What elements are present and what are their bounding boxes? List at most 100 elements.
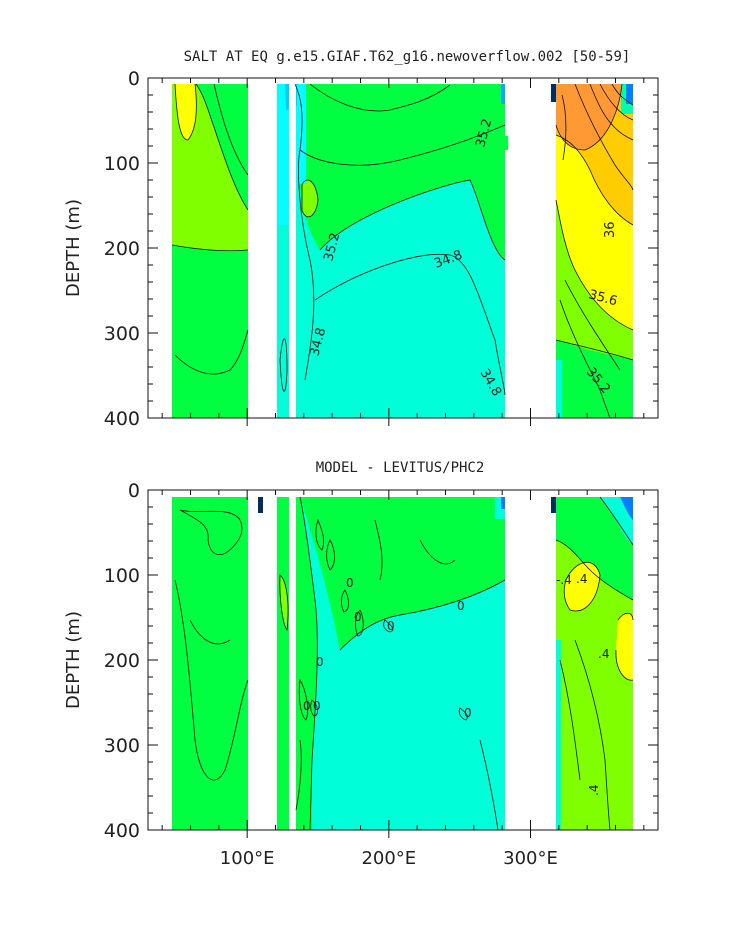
- contour-line: [294, 83, 315, 381]
- fill-region: [564, 562, 600, 611]
- y-tick-label: 0: [128, 480, 140, 502]
- contour-label: -.4: [556, 573, 572, 587]
- contour-label: .4: [576, 572, 587, 586]
- y-tick-label: 200: [104, 650, 140, 672]
- x-tick-label: 300°E: [503, 848, 558, 869]
- fill-region: [501, 84, 505, 104]
- chart-title: SALT AT EQ g.e15.GIAF.T62_g16.newoverflo…: [184, 49, 631, 65]
- contour-label: 0: [457, 599, 465, 613]
- contour-line: [174, 83, 197, 141]
- contour-line: [574, 83, 634, 191]
- fill-region: [172, 497, 248, 830]
- contour-line: [341, 589, 350, 613]
- contour-line: [383, 619, 394, 633]
- panel2-fill: [172, 497, 633, 830]
- contour-line: [617, 612, 634, 621]
- y-tick-label: 300: [104, 735, 140, 757]
- contour-line: [339, 579, 506, 651]
- contour-label: 36: [603, 221, 618, 238]
- contour-line: [171, 244, 249, 252]
- fill-region: [551, 84, 556, 102]
- contour-line: [355, 609, 364, 637]
- contour-line: [419, 539, 456, 565]
- contour-line: [299, 496, 318, 831]
- x-tick-label: 200°E: [361, 848, 416, 869]
- contour-line: [559, 659, 581, 781]
- y-axis-ticks: 0 100 200 300 400: [104, 68, 658, 430]
- contour-line: [314, 253, 506, 396]
- contour-label: 0: [346, 576, 354, 590]
- contour-line: [174, 329, 249, 375]
- contour-line: [611, 83, 634, 106]
- contour-line: [458, 707, 468, 721]
- fill-region: [295, 84, 505, 260]
- contour-line: [561, 94, 567, 161]
- contour-label: 35.6: [587, 287, 619, 309]
- contour-label: .4: [587, 785, 601, 796]
- y-axis-ticks: 0 100 200 300 400: [104, 480, 658, 842]
- fill-region: [495, 497, 505, 519]
- contour-line: [319, 179, 506, 261]
- contour-line: [279, 574, 289, 632]
- fill-region: [258, 497, 263, 513]
- contour-label: 0: [464, 706, 472, 720]
- panel1-contours: [171, 83, 634, 419]
- fill-region: [556, 360, 562, 418]
- contour-line: [559, 299, 611, 419]
- y-tick-label: 300: [104, 323, 140, 345]
- y-axis-label: DEPTH (m): [63, 199, 84, 297]
- contour-label: 35.2: [473, 117, 495, 149]
- contour-line: [301, 179, 319, 218]
- y-tick-label: 100: [104, 565, 140, 587]
- fill-region: [626, 84, 633, 104]
- contour-label: 0: [303, 699, 311, 713]
- contour-line: [298, 678, 308, 721]
- contour-line: [555, 83, 623, 151]
- y-tick-label: 0: [128, 68, 140, 90]
- fill-region: [556, 640, 561, 830]
- x-axis-ticks: 100°E 200°E 300°E: [161, 490, 645, 869]
- fill-region: [175, 84, 197, 140]
- contour-line: [189, 619, 231, 645]
- contour-line: [574, 639, 611, 831]
- fill-region: [551, 497, 556, 513]
- fill-region: [615, 613, 633, 681]
- contour-line: [589, 83, 634, 141]
- contour-label: 0: [313, 699, 321, 713]
- contour-line: [555, 134, 634, 226]
- y-tick-label: 400: [104, 408, 140, 430]
- contour-label: 0: [316, 655, 324, 669]
- y-tick-label: 200: [104, 238, 140, 260]
- contour-line: [309, 83, 451, 112]
- fill-region: [501, 497, 505, 509]
- contour-line: [310, 699, 318, 717]
- y-axis-label: DEPTH (m): [63, 611, 84, 709]
- gap: [289, 84, 296, 418]
- chart-title: MODEL - LEVITUS/PHC2: [316, 460, 485, 476]
- y-tick-label: 100: [104, 153, 140, 175]
- contour-line: [374, 519, 383, 581]
- contour-label: .4: [598, 647, 609, 661]
- fill-region: [620, 497, 633, 520]
- contour-label: 0: [387, 619, 395, 633]
- contour-line: [599, 83, 634, 121]
- x-tick-label: 100°E: [220, 848, 275, 869]
- panel2-contour-labels: 0 0 0 0 0 0 0 0 .4 .4 .4 -.4: [303, 572, 609, 796]
- panel-salinity: 35.2 35.2 34.8 34.8 34.8 36 35.6 35.2 SA…: [63, 49, 659, 430]
- contour-line: [564, 279, 621, 371]
- fill-region: [302, 180, 318, 217]
- contour-line: [279, 338, 288, 392]
- contour-line: [299, 124, 506, 166]
- contour-line: [195, 83, 249, 211]
- contour-line: [555, 339, 634, 361]
- fill-region: [196, 84, 248, 210]
- panel2-contours: [174, 496, 634, 831]
- contour-line: [599, 496, 634, 546]
- y-tick-label: 400: [104, 820, 140, 842]
- contour-line: [213, 83, 249, 176]
- gap: [289, 497, 296, 830]
- fill-region: [300, 497, 505, 830]
- x-axis-ticks: [161, 78, 645, 426]
- fill-region: [556, 497, 633, 600]
